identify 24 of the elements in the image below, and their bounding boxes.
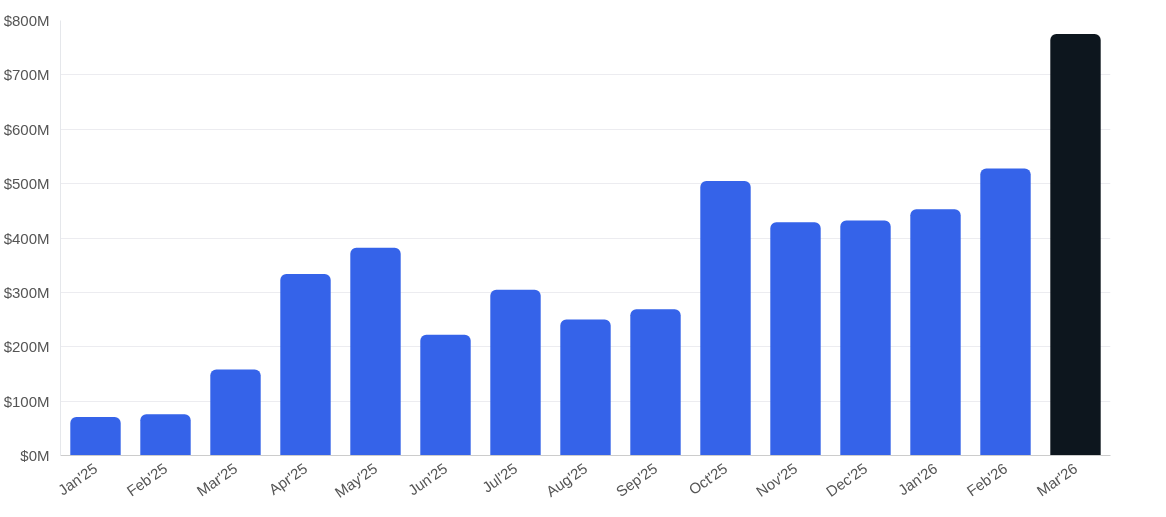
- bar: [1050, 34, 1101, 456]
- y-tick-label: $700M: [3, 66, 50, 84]
- bar: [560, 319, 611, 456]
- bar: [420, 334, 471, 456]
- y-tick-label: $300M: [3, 283, 50, 301]
- bar: [770, 222, 821, 456]
- y-tick-label: $400M: [3, 229, 50, 247]
- bar: [210, 369, 261, 456]
- bar: [490, 289, 541, 456]
- bar: [140, 414, 191, 456]
- y-tick-label: $500M: [3, 175, 50, 193]
- bar: [350, 247, 401, 456]
- bar: [840, 220, 891, 456]
- bar: [280, 273, 331, 456]
- bar: [70, 416, 121, 456]
- y-tick-label: $0M: [20, 447, 50, 464]
- bar: [700, 180, 751, 456]
- y-tick-label: $200M: [3, 338, 50, 356]
- y-tick-label: $100M: [3, 392, 50, 410]
- y-tick-label: $600M: [3, 120, 50, 138]
- bar: [630, 309, 681, 456]
- y-tick-label: $800M: [3, 12, 50, 29]
- bar: [980, 168, 1031, 456]
- bar: [910, 209, 961, 456]
